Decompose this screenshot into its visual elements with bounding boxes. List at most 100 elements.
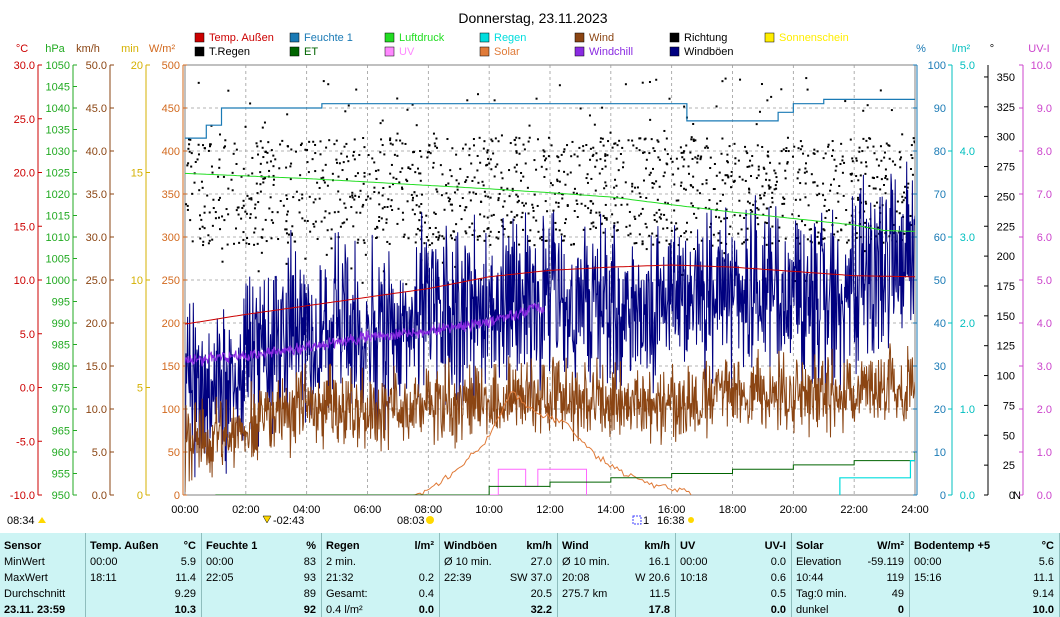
direction-point bbox=[594, 165, 597, 168]
direction-point bbox=[691, 157, 694, 160]
direction-point bbox=[471, 233, 474, 236]
direction-point bbox=[276, 211, 279, 214]
marker-label: 08:34 bbox=[7, 515, 35, 527]
stats-row: 17.8 bbox=[562, 602, 670, 617]
direction-point bbox=[222, 175, 225, 178]
direction-point bbox=[751, 164, 754, 167]
stats-row: 10:18 0.6 bbox=[680, 570, 786, 586]
direction-point bbox=[353, 198, 356, 201]
direction-point bbox=[378, 203, 381, 206]
axis-tick-label: 10.0 bbox=[1031, 60, 1052, 72]
direction-point bbox=[622, 166, 625, 169]
stats-header-title: UV bbox=[680, 540, 696, 552]
direction-point bbox=[388, 242, 391, 245]
direction-point bbox=[350, 206, 353, 209]
direction-point bbox=[354, 175, 357, 178]
direction-point bbox=[626, 203, 629, 206]
stats-row: 20.5 bbox=[444, 586, 552, 602]
stats-row: 00:00 5.9 bbox=[90, 554, 196, 570]
direction-point bbox=[391, 143, 394, 146]
direction-point bbox=[743, 241, 746, 244]
direction-point bbox=[489, 243, 492, 246]
direction-point bbox=[322, 176, 325, 179]
direction-point bbox=[599, 158, 602, 161]
direction-point bbox=[270, 149, 273, 152]
direction-point bbox=[872, 187, 875, 190]
direction-point bbox=[572, 242, 575, 245]
direction-point bbox=[859, 174, 862, 177]
direction-point bbox=[261, 236, 264, 239]
direction-point bbox=[663, 129, 666, 132]
direction-point bbox=[786, 161, 789, 164]
stats-cell-value: 119 bbox=[886, 572, 904, 584]
stats-column: Windböen km/h Ø 10 min. 27.0 22:39 SW 37.0 20.… bbox=[440, 533, 558, 617]
direction-point bbox=[757, 165, 760, 168]
direction-point bbox=[745, 150, 748, 153]
direction-point bbox=[254, 203, 257, 206]
direction-point bbox=[203, 211, 206, 214]
direction-point bbox=[832, 178, 835, 181]
direction-point bbox=[339, 198, 342, 201]
direction-point bbox=[545, 239, 548, 242]
axis-unit-label: km/h bbox=[76, 43, 100, 55]
direction-point bbox=[804, 167, 807, 170]
direction-point bbox=[664, 201, 667, 204]
direction-point bbox=[455, 223, 458, 226]
stats-row-label: Durchschnitt bbox=[4, 588, 66, 600]
direction-point bbox=[631, 185, 634, 188]
direction-point bbox=[434, 213, 437, 216]
x-tick-label: 12:00 bbox=[536, 504, 564, 516]
direction-point bbox=[866, 146, 869, 149]
axis-tick-label: 30.0 bbox=[14, 60, 35, 72]
direction-point bbox=[860, 161, 863, 164]
axis-tick-label: 7.0 bbox=[1037, 189, 1052, 201]
direction-point bbox=[300, 142, 303, 145]
direction-point bbox=[375, 177, 378, 180]
direction-point bbox=[543, 150, 546, 153]
direction-point bbox=[366, 195, 369, 198]
axis-tick-label: 50 bbox=[934, 275, 946, 287]
direction-point bbox=[704, 206, 707, 209]
direction-point bbox=[822, 238, 825, 241]
direction-point bbox=[449, 203, 452, 206]
direction-point bbox=[901, 201, 904, 204]
direction-point bbox=[319, 140, 322, 143]
legend-swatch bbox=[384, 32, 395, 43]
direction-point bbox=[858, 150, 861, 153]
x-tick-label: 06:00 bbox=[354, 504, 382, 516]
direction-point bbox=[857, 198, 860, 201]
direction-point bbox=[389, 142, 392, 145]
direction-point bbox=[378, 216, 381, 219]
direction-point bbox=[689, 151, 692, 154]
direction-point bbox=[238, 241, 241, 244]
stats-row: 20:08 W 20.6 bbox=[562, 570, 670, 586]
direction-point bbox=[675, 157, 678, 160]
direction-point bbox=[571, 140, 574, 143]
stats-header-title: Feuchte 1 bbox=[206, 540, 258, 552]
axis-unit-label: min bbox=[121, 43, 139, 55]
direction-point bbox=[399, 139, 402, 142]
direction-point bbox=[748, 165, 751, 168]
direction-point bbox=[290, 148, 293, 151]
direction-point bbox=[668, 97, 671, 100]
direction-point bbox=[411, 208, 414, 211]
direction-point bbox=[734, 162, 737, 165]
direction-point bbox=[653, 149, 656, 152]
direction-point bbox=[648, 80, 651, 83]
stats-column: Regen l/m² 2 min. 21:32 0.2 Gesamt: 0.4 0.4 l/m… bbox=[322, 533, 440, 617]
direction-point bbox=[768, 187, 771, 190]
direction-point bbox=[339, 225, 342, 228]
series-wind bbox=[185, 343, 915, 493]
direction-point bbox=[829, 183, 832, 186]
direction-point bbox=[813, 152, 816, 155]
legend-swatch bbox=[479, 46, 490, 57]
direction-point bbox=[433, 211, 436, 214]
direction-point bbox=[657, 140, 660, 143]
direction-point bbox=[356, 172, 359, 175]
direction-point bbox=[561, 197, 564, 200]
direction-point bbox=[780, 150, 783, 153]
direction-point bbox=[528, 239, 531, 242]
direction-point bbox=[813, 181, 816, 184]
direction-point bbox=[824, 198, 827, 201]
stats-header: Solar W/m² bbox=[796, 538, 904, 554]
